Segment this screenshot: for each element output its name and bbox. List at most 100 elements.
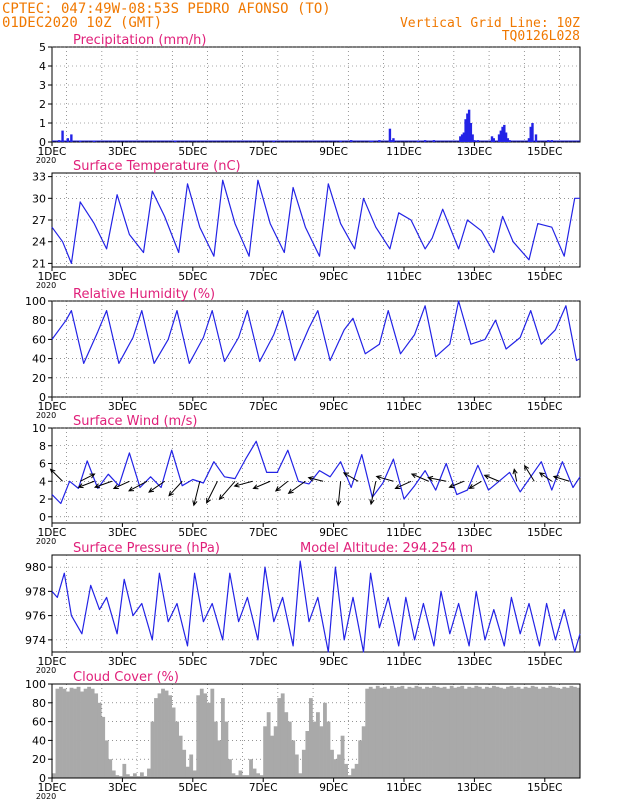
cloud-bar (481, 688, 486, 778)
cloud-bar (477, 686, 482, 778)
cloud-bar (492, 685, 496, 778)
wind-arrow (394, 480, 412, 490)
wind-arrow (342, 472, 359, 482)
cloud-bar (386, 688, 391, 778)
cloud-bar (527, 687, 532, 778)
precip-bar (272, 141, 275, 142)
y-tick-label: 30 (32, 192, 46, 205)
cloud-bar (263, 726, 268, 778)
cloud-bar (168, 695, 172, 778)
panel-title: Surface Temperature (nC) (73, 159, 241, 174)
cloud-bar (94, 693, 99, 778)
cloud-bar (326, 721, 331, 778)
x-tick-label: 1DEC (38, 146, 67, 158)
cloud-bar (73, 688, 77, 778)
x-tick-label: 9DEC (319, 271, 348, 283)
header-vertical-grid: Vertical Grid Line: 10Z (400, 16, 580, 31)
cloud-bar (140, 772, 144, 778)
cloud-bar (516, 686, 521, 778)
cloud-bar (308, 698, 313, 778)
cloud-bar (333, 759, 338, 778)
x-tick-label: 13DEC (457, 401, 492, 413)
cloud-bar (372, 688, 377, 778)
precip-bar (534, 134, 538, 142)
header-model-id: TQ0126L028 (502, 29, 580, 44)
header-date: 01DEC2020 10Z (GMT) (2, 15, 162, 31)
x-tick-label: 3DEC (108, 271, 137, 283)
cloud-bar (305, 731, 310, 778)
x-tick-label: 3DEC (108, 146, 137, 158)
cloud-bar (393, 687, 398, 778)
cloud-bar (132, 773, 137, 778)
panel-frame-top (51, 683, 581, 779)
panel-2: 0 20 40 60 80 100 1DEC 3DEC 5DEC 7DEC 9DEC 11DEC 13D… (25, 287, 581, 420)
year-label: 2020 (36, 666, 56, 675)
cloud-bar (411, 687, 415, 778)
year-label: 2020 (36, 156, 56, 165)
cloud-bar (425, 686, 429, 778)
x-tick-label: 7DEC (249, 401, 278, 413)
cloud-bar (122, 763, 127, 778)
cloud-bar (129, 776, 134, 778)
wind-arrow (468, 480, 482, 490)
x-tick-label: 15DEC (527, 782, 562, 794)
wind-arrow (307, 476, 324, 482)
cloud-bar (467, 686, 472, 778)
cloud-bar (245, 775, 250, 778)
y-tick-label: 100 (25, 678, 46, 691)
wind-arrow (336, 481, 342, 507)
cloud-bar (266, 712, 271, 778)
y-tick-label: 6 (39, 458, 46, 471)
x-tick-label: 3DEC (108, 527, 137, 539)
cloud-bar (175, 721, 180, 778)
cloud-bar (551, 686, 556, 778)
panel-title: Surface Wind (m/s) (73, 414, 197, 429)
cloud-bar (164, 690, 169, 778)
x-tick-label: 3DEC (108, 401, 137, 413)
y-tick-label: 33 (32, 171, 46, 184)
x-tick-label: 11DEC (386, 527, 421, 539)
wind-arrow (524, 464, 535, 482)
cloud-bar (161, 688, 165, 778)
wind-arrow (233, 480, 253, 488)
x-tick-label: 1DEC (38, 656, 67, 668)
wind-arrow (512, 468, 518, 482)
precip-bar (339, 141, 342, 142)
cloud-bar (270, 735, 275, 778)
x-tick-label: 1DEC (38, 271, 67, 283)
cloud-bar (298, 773, 303, 778)
cloud-bar (115, 775, 120, 778)
cloud-bar (400, 685, 405, 778)
precip-bar (490, 136, 494, 142)
precip-bar (416, 141, 420, 142)
cloud-bar (62, 688, 67, 778)
cloud-bar (277, 698, 282, 778)
precip-bar (529, 126, 532, 142)
cloud-bar (488, 687, 493, 778)
precip-bar (70, 134, 73, 142)
wind-arrow (538, 472, 553, 482)
y-tick-label: 1 (39, 117, 46, 130)
precip-bar (392, 138, 395, 142)
x-tick-label: 13DEC (457, 146, 492, 158)
cloud-bar (104, 740, 109, 778)
x-tick-label: 7DEC (249, 146, 278, 158)
cloud-bar (509, 685, 514, 778)
cloud-bar (323, 702, 327, 778)
cloud-bar (150, 721, 155, 778)
y-tick-label: 40 (32, 353, 46, 366)
y-tick-label: 60 (32, 716, 46, 729)
cloud-bar (213, 721, 218, 778)
y-tick-label: 40 (32, 734, 46, 747)
cloud-bar (548, 685, 553, 778)
x-tick-label: 3DEC (108, 656, 137, 668)
cloud-bar (541, 686, 546, 778)
x-tick-label: 11DEC (386, 271, 421, 283)
x-tick-label: 15DEC (527, 401, 562, 413)
cloud-bar (446, 688, 451, 778)
cloud-bar (185, 766, 190, 778)
precip-bar (471, 134, 474, 142)
wind-arrow (274, 480, 289, 492)
y-tick-label: 20 (32, 753, 46, 766)
precip-bar (503, 124, 506, 142)
